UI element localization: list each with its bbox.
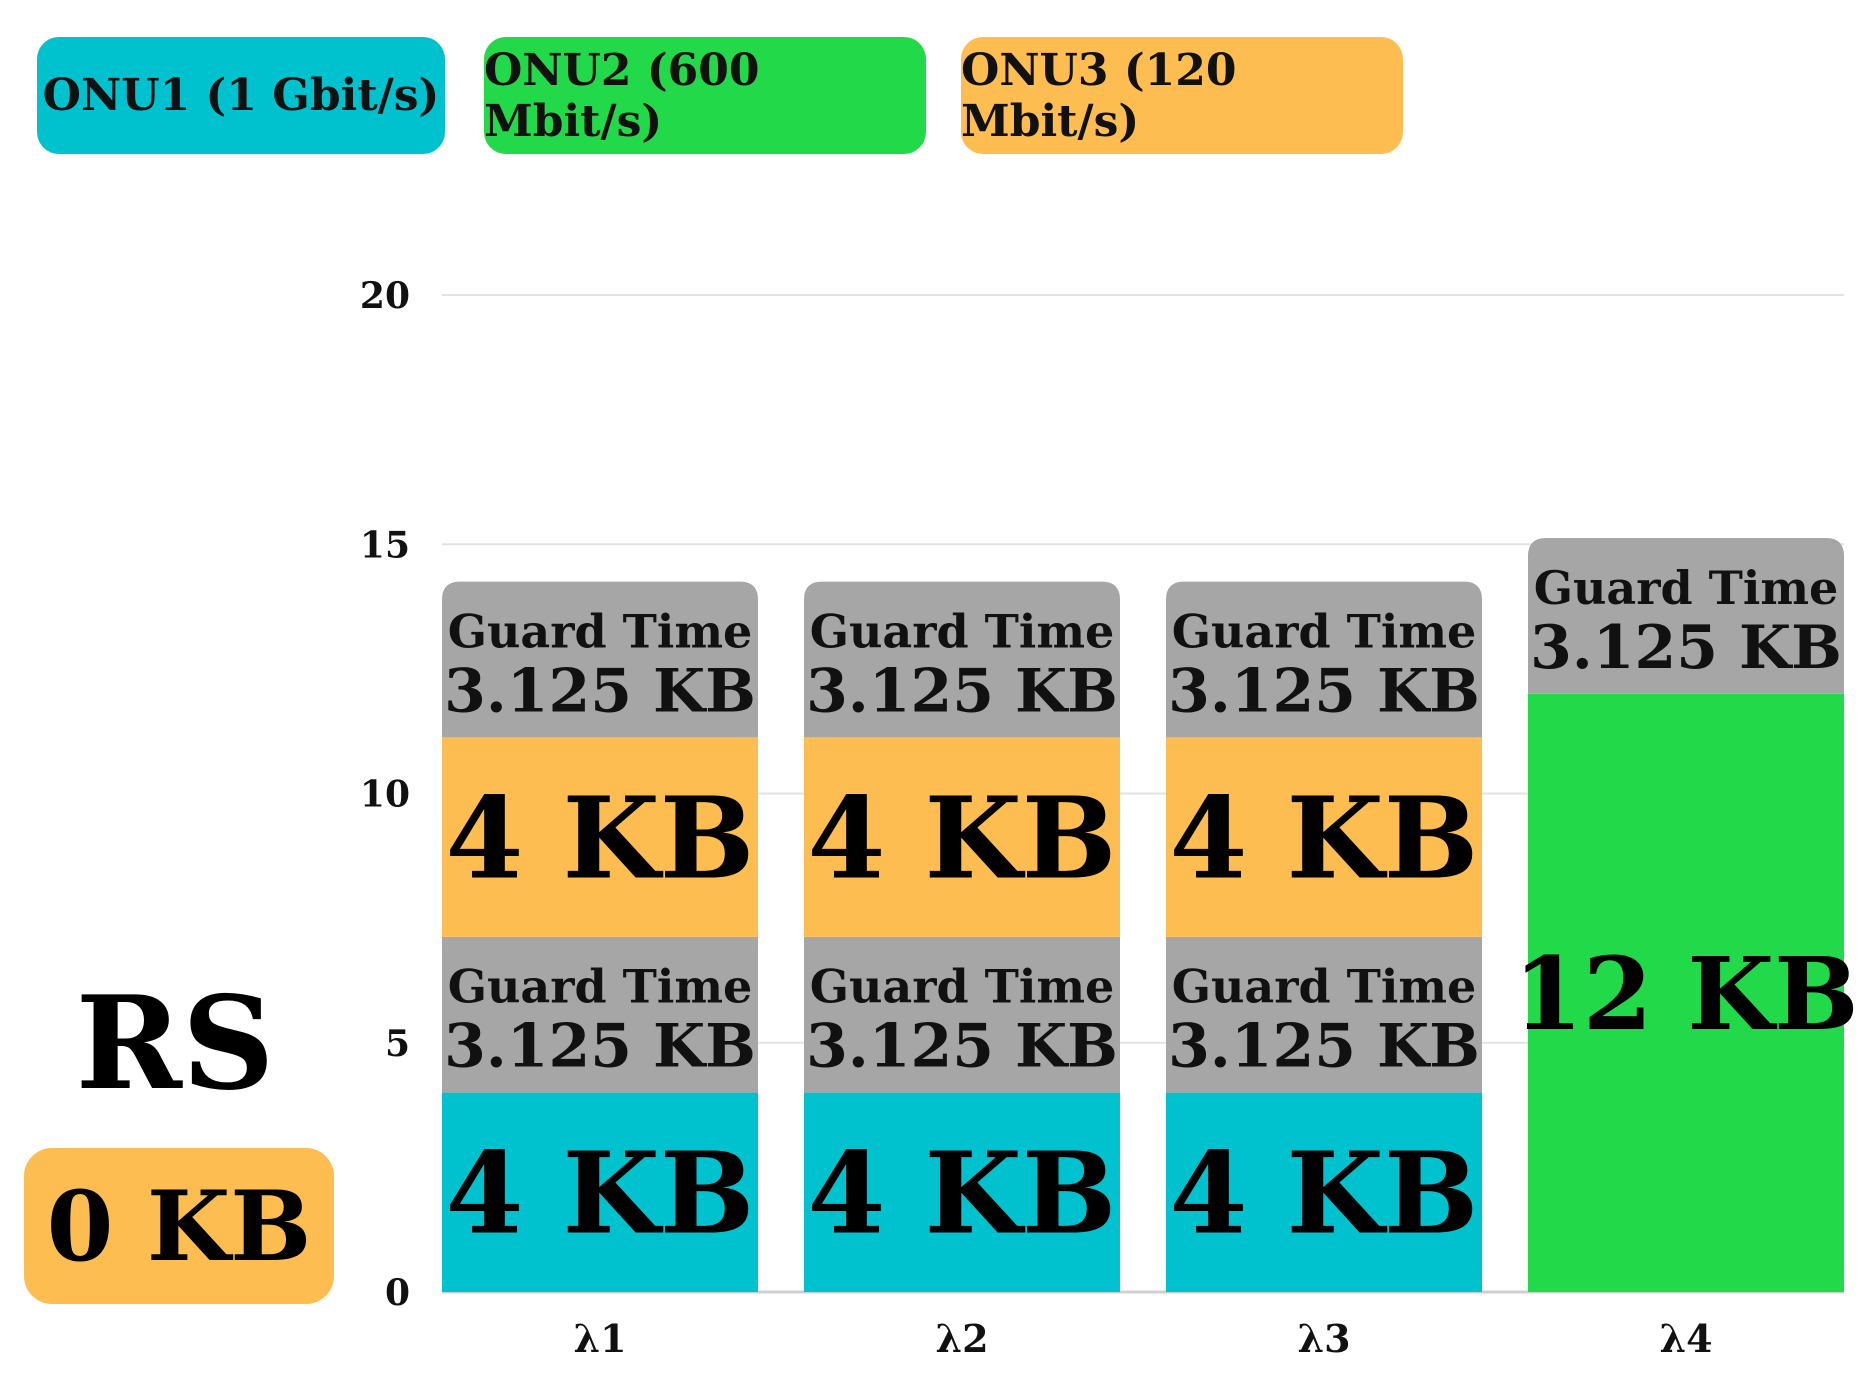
bar-segment-guard [1166, 581, 1482, 738]
bar-segment-onu3 [804, 737, 1120, 937]
guard-size-label: 3.125 KB [444, 1012, 756, 1082]
guard-size-label: 3.125 KB [806, 657, 1118, 727]
y-tick-label: 20 [360, 275, 410, 317]
data-value-label: 4 KB [1170, 773, 1479, 904]
y-tick-label: 0 [385, 1272, 410, 1314]
bar-segment-onu1 [804, 1092, 1120, 1292]
data-value-label: 12 KB [1513, 935, 1858, 1053]
guard-size-label: 3.125 KB [1168, 1012, 1480, 1082]
guard-size-label: 3.125 KB [1530, 613, 1842, 683]
x-tick-label: λ2 [935, 1316, 988, 1361]
guard-time-label: Guard Time [448, 605, 753, 659]
guard-size-label: 3.125 KB [444, 657, 756, 727]
y-tick-label: 5 [385, 1023, 410, 1065]
bar-segment-guard [804, 581, 1120, 738]
rs-value-box: 0 KB [24, 1148, 334, 1304]
bar-segment-guard [442, 936, 758, 1093]
y-tick-label: 10 [360, 774, 410, 816]
bar-segment-onu3 [442, 737, 758, 937]
data-value-label: 4 KB [808, 1129, 1117, 1260]
bar-segment-onu2 [1528, 693, 1844, 1292]
data-value-label: 4 KB [1170, 1129, 1479, 1260]
y-tick-label: 15 [360, 524, 410, 566]
guard-time-label: Guard Time [810, 605, 1115, 659]
rs-title: RS [75, 969, 275, 1119]
guard-time-label: Guard Time [1172, 960, 1477, 1014]
x-tick-label: λ3 [1297, 1316, 1350, 1361]
guard-time-label: Guard Time [1534, 561, 1839, 615]
x-tick-label: λ1 [573, 1316, 626, 1361]
bar-segment-onu1 [1166, 1092, 1482, 1292]
legend-onu2-label: ONU2 (600 Mbit/s) [484, 44, 760, 147]
x-tick-label: λ4 [1659, 1316, 1712, 1361]
guard-size-label: 3.125 KB [806, 1012, 1118, 1082]
data-value-label: 4 KB [808, 773, 1117, 904]
bar-segment-guard [442, 581, 758, 738]
guard-time-label: Guard Time [810, 960, 1115, 1014]
legend-onu3: ONU3 (120 Mbit/s) [961, 37, 1403, 154]
bar-segment-onu1 [442, 1092, 758, 1292]
bar-segment-guard [1166, 936, 1482, 1093]
rs-value-label: 0 KB [46, 1169, 312, 1283]
legend-onu1-label: ONU1 (1 Gbit/s) [42, 70, 440, 121]
legend-onu3-label: ONU3 (120 Mbit/s) [961, 44, 1237, 147]
bar-segment-guard [804, 936, 1120, 1093]
bar-segment-guard [1528, 538, 1844, 694]
guard-size-label: 3.125 KB [1168, 657, 1480, 727]
legend-onu1: ONU1 (1 Gbit/s) [37, 37, 445, 154]
data-value-label: 4 KB [446, 1129, 755, 1260]
legend-onu2: ONU2 (600 Mbit/s) [484, 37, 926, 154]
bar-segment-onu3 [1166, 737, 1482, 937]
guard-time-label: Guard Time [448, 960, 753, 1014]
guard-time-label: Guard Time [1172, 605, 1477, 659]
data-value-label: 4 KB [446, 773, 755, 904]
